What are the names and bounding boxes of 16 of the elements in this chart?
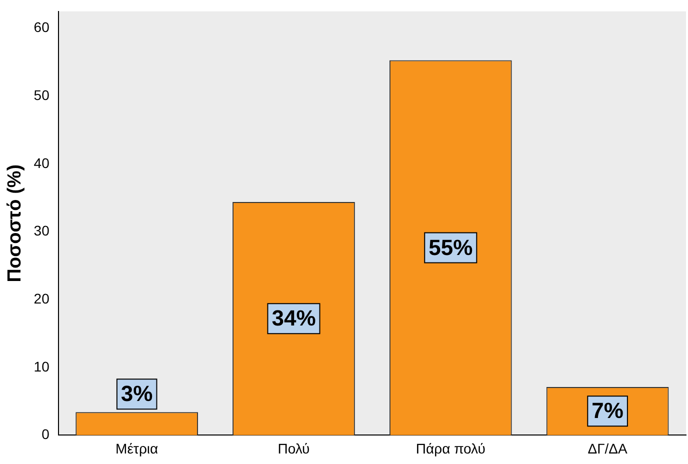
- data-label: 55%: [428, 234, 473, 260]
- data-label: 34%: [272, 306, 316, 331]
- y-tick-label: 0: [42, 426, 50, 442]
- x-tick-label: Μέτρια: [116, 440, 158, 456]
- y-tick-label: 50: [34, 87, 50, 104]
- y-axis-title: Ποσοστό (%): [4, 164, 26, 282]
- y-tick-label: 60: [34, 19, 50, 36]
- x-tick-label: Πάρα πολύ: [416, 440, 486, 456]
- x-tick-label: ΔΓ/ΔΑ: [588, 440, 628, 456]
- y-tick-label: 20: [34, 290, 50, 306]
- y-tick-label: 30: [34, 222, 50, 239]
- data-label: 3%: [120, 381, 153, 406]
- x-tick-label: Πολύ: [278, 440, 310, 456]
- y-tick-label: 10: [34, 358, 50, 374]
- data-label: 7%: [592, 398, 624, 424]
- y-tick-label: 40: [34, 154, 50, 171]
